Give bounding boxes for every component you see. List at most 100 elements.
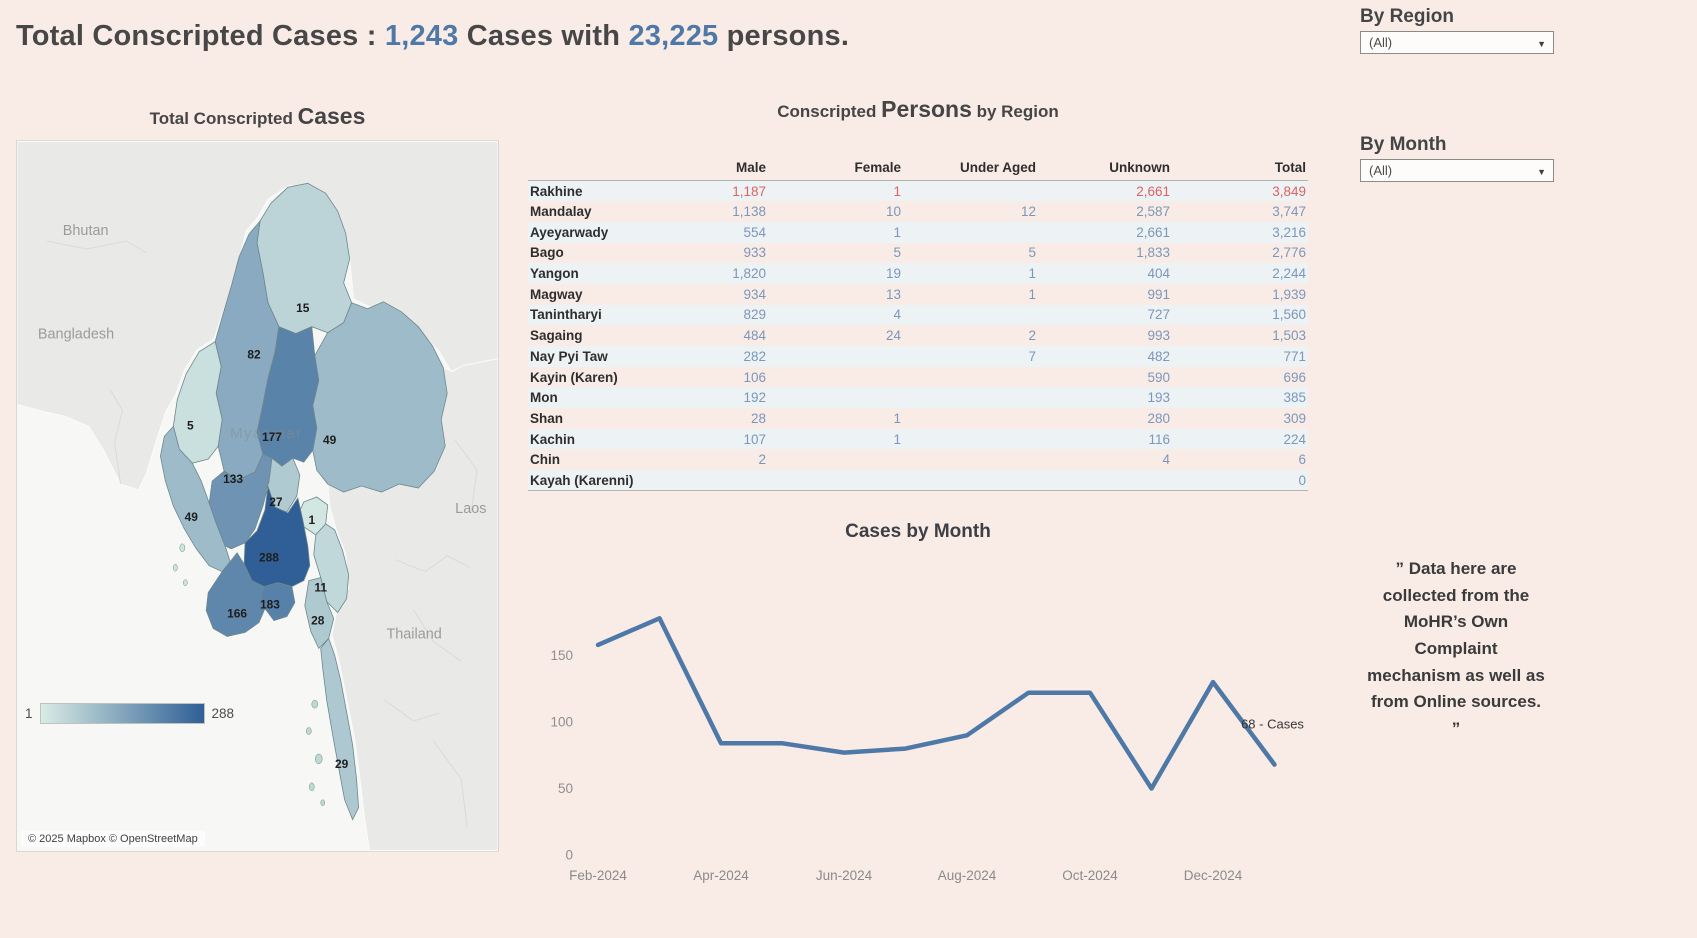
table-row[interactable]: Tanintharyi 829 4 727 1,560 xyxy=(528,304,1308,326)
table-value-cell[interactable]: 771 xyxy=(1283,348,1306,364)
table-value-cell[interactable]: 2,661 xyxy=(1136,183,1170,199)
table-value-cell[interactable]: 193 xyxy=(1147,390,1170,406)
table-value-cell[interactable]: 2 xyxy=(758,452,766,468)
table-row[interactable]: Shan 28 1 280 309 xyxy=(528,408,1308,429)
table-value-cell[interactable]: 934 xyxy=(743,286,766,302)
table-region-name[interactable]: Shan xyxy=(530,410,564,426)
table-value-cell[interactable]: 3,216 xyxy=(1272,224,1306,240)
table-row[interactable]: Ayeyarwady 554 1 2,661 3,216 xyxy=(528,221,1308,243)
table-value-cell[interactable]: 554 xyxy=(743,224,766,240)
table-row[interactable]: Kachin 107 1 116 224 xyxy=(528,428,1308,450)
table-region-name[interactable]: Bago xyxy=(530,245,564,261)
table-value-cell[interactable]: 2,587 xyxy=(1136,204,1170,220)
table-column-header[interactable]: Unknown xyxy=(1038,158,1172,181)
table-value-cell[interactable]: 696 xyxy=(1283,369,1306,385)
table-value-cell[interactable] xyxy=(903,408,1038,429)
table-value-cell[interactable]: 1 xyxy=(1028,266,1036,282)
table-value-cell[interactable]: 385 xyxy=(1283,390,1306,406)
table-region-name[interactable]: Mon xyxy=(530,390,558,406)
table-value-cell[interactable] xyxy=(1038,470,1172,492)
table-value-cell[interactable]: 4 xyxy=(893,307,901,323)
table-row[interactable]: Sagaing 484 24 2 993 1,503 xyxy=(528,325,1308,346)
table-value-cell[interactable]: 24 xyxy=(885,328,901,344)
table-value-cell[interactable]: 106 xyxy=(743,369,766,385)
table-value-cell[interactable] xyxy=(668,470,768,492)
table-region-name[interactable]: Yangon xyxy=(530,266,579,282)
table-value-cell[interactable] xyxy=(768,387,903,408)
table-row[interactable]: Kayah (Karenni) 0 xyxy=(528,470,1308,492)
table-value-cell[interactable] xyxy=(903,387,1038,408)
table-region-name[interactable]: Kayin (Karen) xyxy=(530,369,618,385)
table-value-cell[interactable]: 12 xyxy=(1020,204,1036,220)
table-value-cell[interactable] xyxy=(903,367,1038,388)
table-value-cell[interactable]: 6 xyxy=(1298,452,1306,468)
map-attribution[interactable]: © 2025 Mapbox © OpenStreetMap xyxy=(21,831,205,847)
map-region-kayin[interactable] xyxy=(313,523,350,614)
table-value-cell[interactable]: 829 xyxy=(743,307,766,323)
map-region-magway[interactable] xyxy=(208,453,273,550)
table-value-cell[interactable]: 10 xyxy=(885,204,901,220)
table-value-cell[interactable]: 5 xyxy=(1028,245,1036,261)
table-value-cell[interactable] xyxy=(768,367,903,388)
table-value-cell[interactable] xyxy=(903,429,1038,450)
cases-line-mark[interactable] xyxy=(595,616,1277,791)
table-value-cell[interactable]: 107 xyxy=(743,431,766,447)
table-row[interactable]: Rakhine 1,187 1 2,661 3,849 xyxy=(528,180,1308,202)
table-region-name[interactable]: Magway xyxy=(530,286,583,302)
table-region-name[interactable]: Kayah (Karenni) xyxy=(528,470,668,492)
map-region-mandalay[interactable] xyxy=(256,326,320,467)
table-value-cell[interactable]: 224 xyxy=(1283,431,1306,447)
table-value-cell[interactable]: 1 xyxy=(893,431,901,447)
table-value-cell[interactable]: 727 xyxy=(1147,307,1170,323)
table-value-cell[interactable]: 1,503 xyxy=(1272,328,1306,344)
table-value-cell[interactable] xyxy=(903,222,1038,243)
table-region-name[interactable]: Ayeyarwady xyxy=(530,224,609,240)
table-value-cell[interactable] xyxy=(903,470,1038,492)
table-value-cell[interactable]: 1 xyxy=(893,183,901,199)
table-region-name[interactable]: Mandalay xyxy=(530,204,592,220)
table-value-cell[interactable]: 1 xyxy=(1028,286,1036,302)
table-value-cell[interactable]: 482 xyxy=(1147,348,1170,364)
table-value-cell[interactable]: 1,560 xyxy=(1272,307,1306,323)
table-value-cell[interactable]: 1,833 xyxy=(1136,245,1170,261)
table-value-cell[interactable] xyxy=(903,181,1038,202)
table-region-name[interactable]: Tanintharyi xyxy=(530,307,602,323)
table-value-cell[interactable]: 1,187 xyxy=(732,183,766,199)
table-row[interactable]: Nay Pyi Taw 282 7 482 771 xyxy=(528,346,1308,367)
table-region-name[interactable]: Sagaing xyxy=(530,328,583,344)
table-value-cell[interactable]: 1,820 xyxy=(732,266,766,282)
table-value-cell[interactable]: 13 xyxy=(885,286,901,302)
table-row[interactable]: Bago 933 5 5 1,833 2,776 xyxy=(528,243,1308,264)
table-value-cell[interactable]: 282 xyxy=(743,348,766,364)
table-region-name[interactable]: Nay Pyi Taw xyxy=(530,348,608,364)
table-value-cell[interactable]: 2 xyxy=(1028,328,1036,344)
table-region-name[interactable]: Kachin xyxy=(530,431,576,447)
table-column-header[interactable]: Male xyxy=(668,158,768,181)
table-value-cell[interactable]: 7 xyxy=(1028,348,1036,364)
table-value-cell[interactable]: 28 xyxy=(750,410,766,426)
table-value-cell[interactable]: 4 xyxy=(1162,452,1170,468)
table-value-cell[interactable]: 1,939 xyxy=(1272,286,1306,302)
table-value-cell[interactable]: 2,244 xyxy=(1272,266,1306,282)
table-value-cell[interactable]: 19 xyxy=(885,266,901,282)
table-value-cell[interactable]: 1 xyxy=(893,224,901,240)
table-value-cell[interactable]: 993 xyxy=(1147,328,1170,344)
map-region-tanintharyi[interactable] xyxy=(320,637,359,821)
table-column-header[interactable]: Female xyxy=(768,158,903,181)
table-row[interactable]: Yangon 1,820 19 1 404 2,244 xyxy=(528,263,1308,284)
map-region-ayeyarwady[interactable] xyxy=(205,552,266,637)
month-filter-dropdown[interactable]: (All) ▼ xyxy=(1360,159,1554,182)
table-row[interactable]: Magway 934 13 1 991 1,939 xyxy=(528,284,1308,305)
table-row[interactable]: Chin 2 4 6 xyxy=(528,449,1308,470)
table-value-cell[interactable]: 0 xyxy=(1172,470,1308,492)
table-value-cell[interactable]: 3,849 xyxy=(1272,183,1306,199)
table-value-cell[interactable]: 590 xyxy=(1147,369,1170,385)
table-value-cell[interactable]: 484 xyxy=(743,328,766,344)
table-value-cell[interactable]: 2,661 xyxy=(1136,224,1170,240)
table-column-header[interactable]: Under Aged xyxy=(903,158,1038,181)
table-region-name[interactable]: Chin xyxy=(530,452,560,468)
table-value-cell[interactable]: 991 xyxy=(1147,286,1170,302)
table-value-cell[interactable]: 192 xyxy=(743,390,766,406)
table-region-name[interactable]: Rakhine xyxy=(530,183,583,199)
table-value-cell[interactable] xyxy=(768,346,903,367)
